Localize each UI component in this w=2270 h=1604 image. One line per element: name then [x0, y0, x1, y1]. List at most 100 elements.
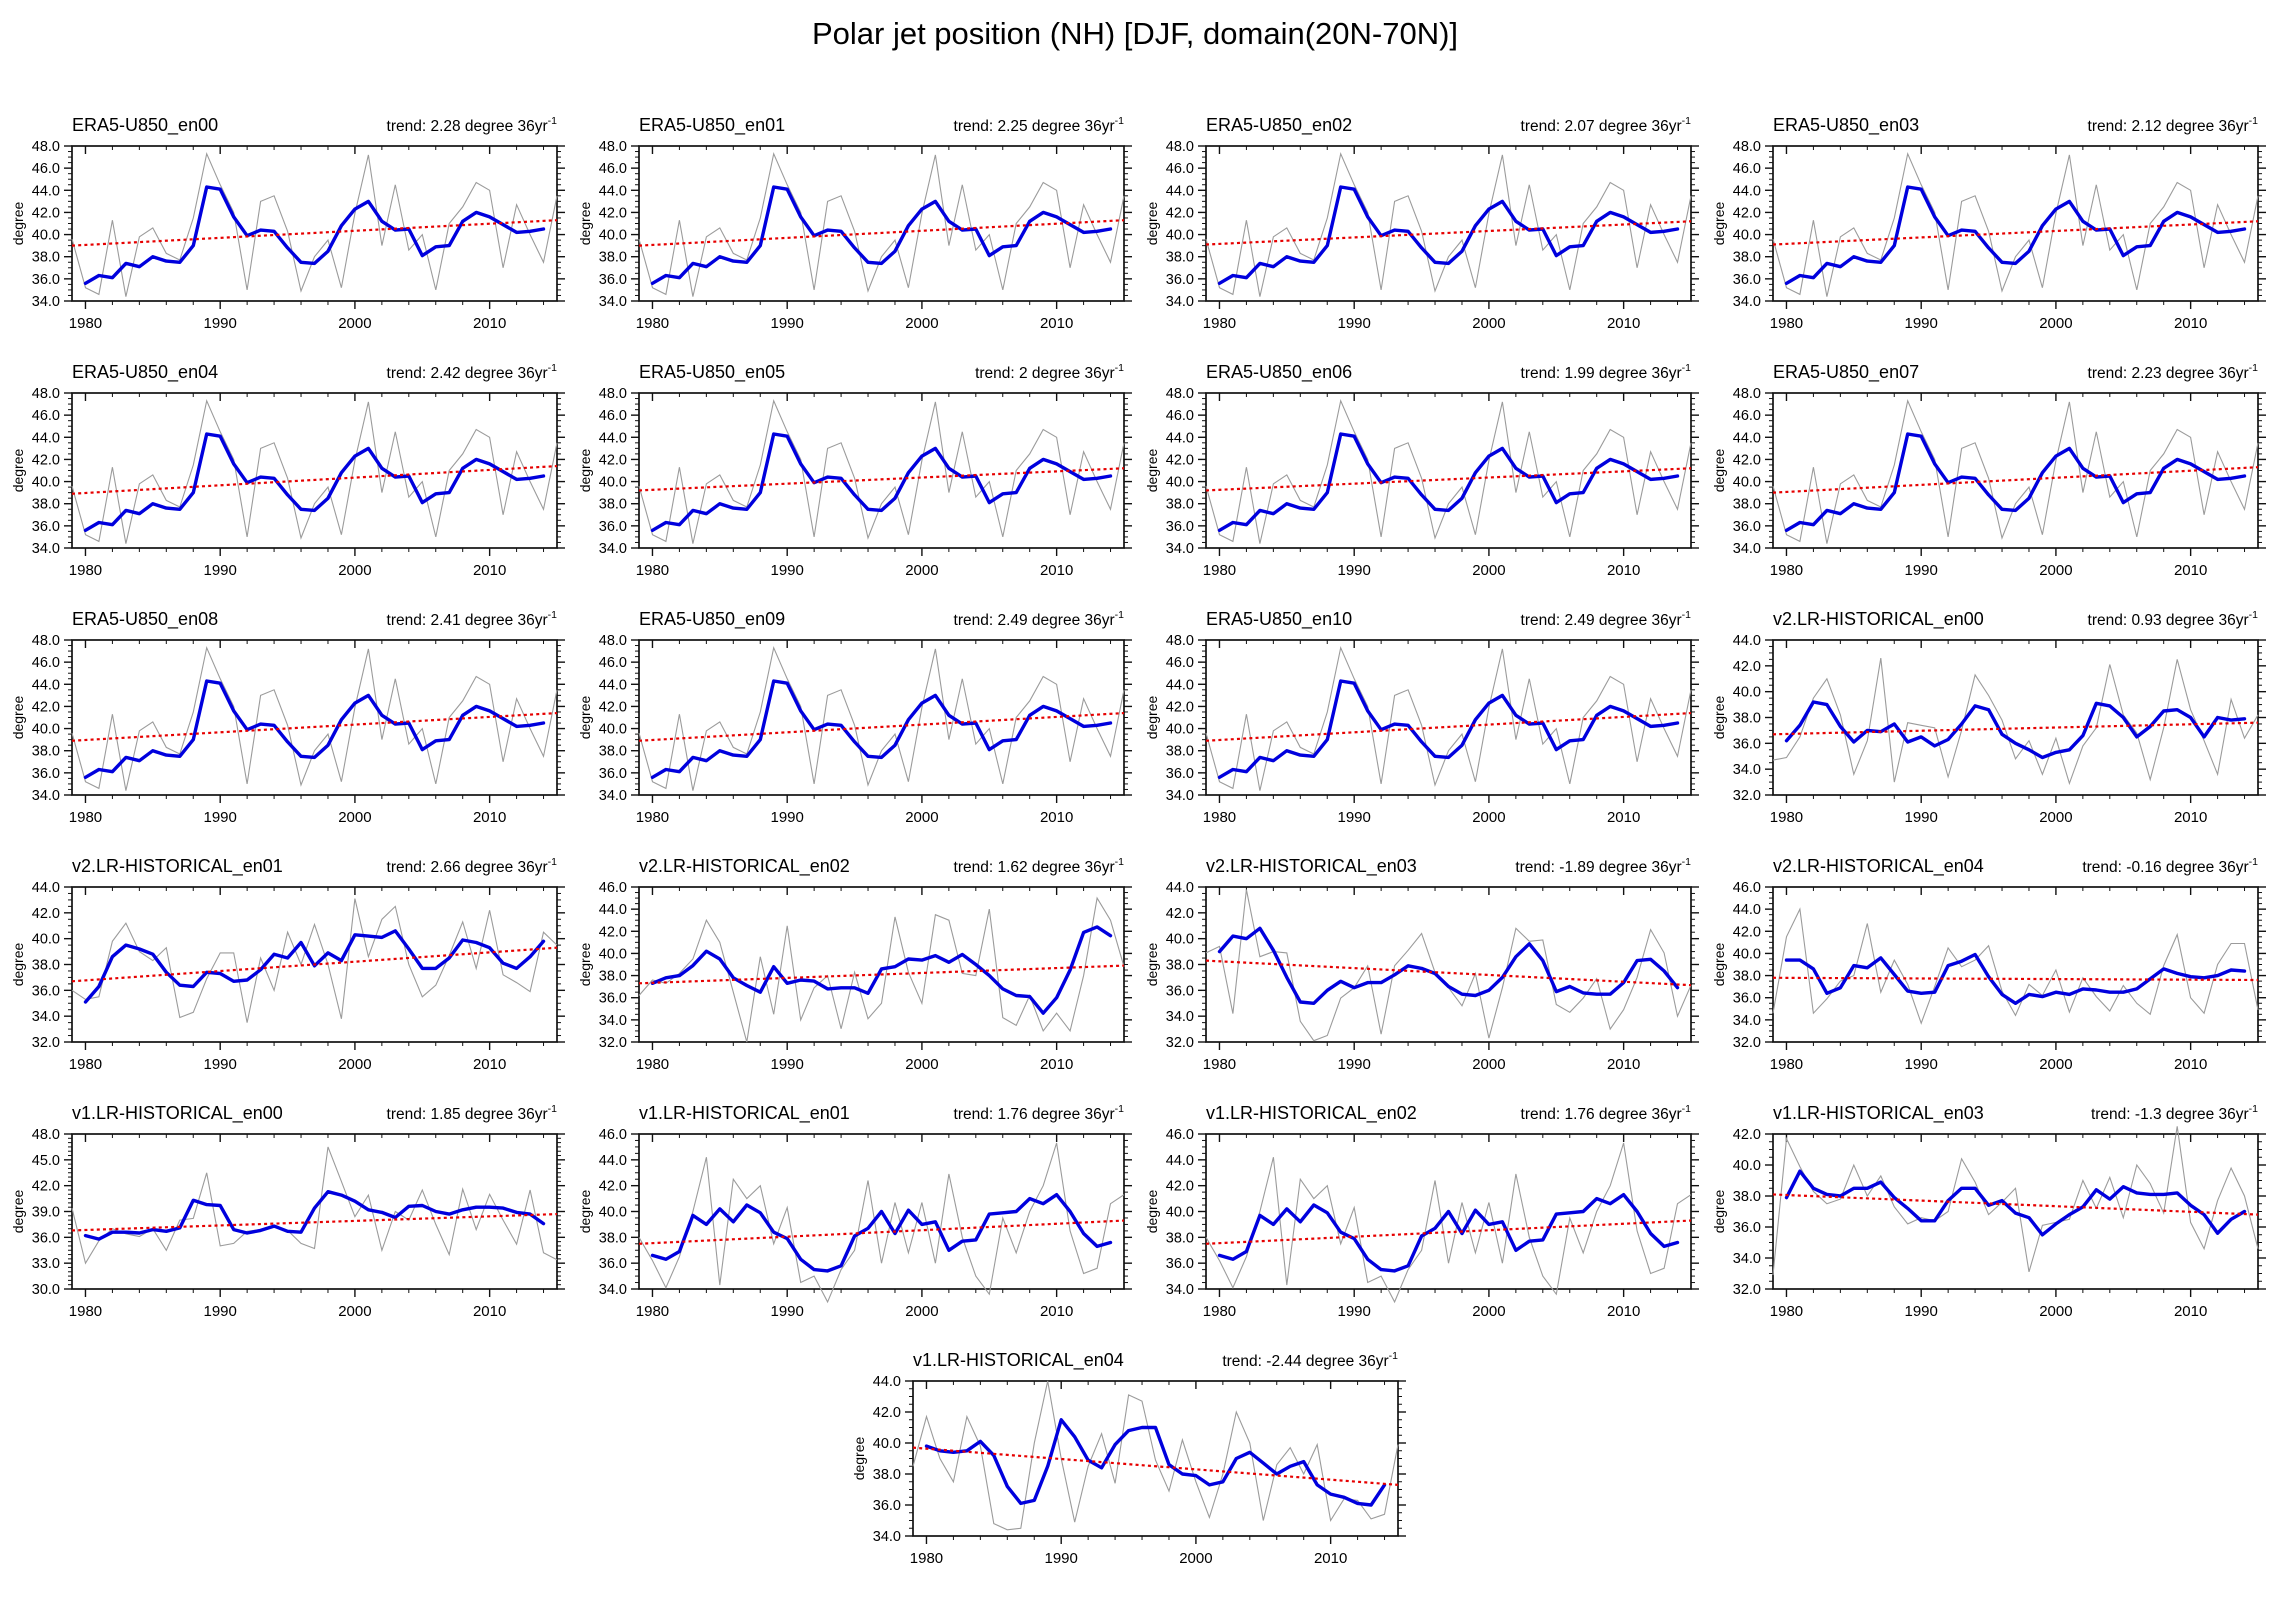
smoothed-series-line [1217, 926, 1680, 1006]
y-tick-label: 48.0 [32, 139, 60, 155]
y-axis-label: degree [1711, 695, 1727, 739]
y-tick-label: 46.0 [1166, 408, 1194, 424]
x-tick-label: 2000 [1472, 809, 1505, 826]
y-tick-label: 34.0 [1166, 788, 1194, 804]
plot-frame [1205, 392, 1692, 549]
y-tick-label: 36.0 [1166, 1256, 1194, 1272]
y-tick-label: 46.0 [1166, 655, 1194, 671]
y-tick-label: 44.0 [599, 677, 627, 693]
panel-trend-label: trend: -1.3 degree 36yr-1 [2091, 1103, 2258, 1123]
chart-panel-v1lr-en00: 30.0 33.0 36.0 39.0 42.0 45.0 48.0 1980 1990 2000… [5, 1088, 572, 1335]
panel-title: ERA5-U850_en09 [639, 609, 785, 630]
plot-frame [638, 1133, 1125, 1290]
y-tick-label: 40.0 [873, 1436, 901, 1452]
chart-panel-era5-en00: 34.0 36.0 38.0 40.0 42.0 44.0 46.0 48.0 1980 1990… [5, 100, 572, 347]
x-tick-label: 2010 [1040, 315, 1073, 332]
y-tick-label: 36.0 [1166, 272, 1194, 288]
y-tick-label: 36.0 [1166, 983, 1194, 999]
panel-svg-v1lr-en04: 34.0 36.0 38.0 40.0 42.0 44.0 1980 1990 2000 2010… [851, 1350, 1406, 1567]
x-tick-label: 1990 [1905, 1303, 1938, 1320]
chart-panel-era5-en04: 34.0 36.0 38.0 40.0 42.0 44.0 46.0 48.0 1980 1990… [5, 347, 572, 594]
chart-panel-v2lr-en04: 32.0 34.0 36.0 38.0 40.0 42.0 44.0 46.0 1980 1990… [1706, 841, 2270, 1088]
panel-svg-era5-en03: 34.0 36.0 38.0 40.0 42.0 44.0 46.0 48.0 1980 1990… [1711, 115, 2266, 332]
chart-panel-era5-en01: 34.0 36.0 38.0 40.0 42.0 44.0 46.0 48.0 1980 1990… [572, 100, 1139, 347]
y-tick-label: 38.0 [1733, 969, 1761, 985]
y-tick-label: 44.0 [1166, 880, 1194, 896]
raw-series-line [71, 898, 558, 1023]
panel-trend-label: trend: 2.42 degree 36yr-1 [387, 362, 558, 382]
x-tick-label: 1990 [1338, 315, 1371, 332]
y-tick-label: 38.0 [1166, 497, 1194, 513]
panel-title: v1.LR-HISTORICAL_en01 [639, 1103, 850, 1124]
y-tick-label: 48.0 [32, 386, 60, 402]
trend-superscript: -1 [2249, 362, 2258, 374]
y-tick-label: 38.0 [1733, 711, 1761, 727]
x-tick-label: 1980 [1203, 562, 1236, 579]
x-tick-label: 1990 [1905, 809, 1938, 826]
y-tick-label: 36.0 [1733, 991, 1761, 1007]
panel-title: v2.LR-HISTORICAL_en02 [639, 856, 850, 877]
y-tick-label: 36.0 [1733, 272, 1761, 288]
y-tick-label: 42.0 [32, 1179, 60, 1195]
y-tick-label: 36.0 [599, 1256, 627, 1272]
y-tick-label: 36.0 [1166, 766, 1194, 782]
raw-series-line [912, 1380, 1399, 1531]
trend-superscript: -1 [1682, 1103, 1691, 1115]
y-tick-label: 36.0 [32, 766, 60, 782]
x-tick-label: 2010 [1607, 809, 1640, 826]
y-axis-label: degree [1144, 1189, 1160, 1233]
y-tick-label: 42.0 [873, 1405, 901, 1421]
y-tick-label: 42.0 [599, 205, 627, 221]
x-tick-label: 2010 [1040, 1303, 1073, 1320]
trend-superscript: -1 [548, 1103, 557, 1115]
y-axis-label: degree [10, 1189, 26, 1233]
x-tick-label: 2000 [338, 809, 371, 826]
x-tick-label: 2000 [2039, 315, 2072, 332]
x-tick-label: 2000 [338, 562, 371, 579]
y-axis-label: degree [10, 942, 26, 986]
x-tick-label: 2000 [2039, 1303, 2072, 1320]
y-tick-label: 40.0 [1733, 1158, 1761, 1174]
y-tick-label: 38.0 [599, 1230, 627, 1246]
raw-series-line [1772, 151, 2259, 297]
plot-frame [1205, 639, 1692, 796]
panel-title: v2.LR-HISTORICAL_en03 [1206, 856, 1417, 877]
y-tick-label: 44.0 [1733, 183, 1761, 199]
trend-line [71, 219, 558, 247]
raw-series-line [1772, 398, 2259, 544]
y-tick-label: 38.0 [1166, 250, 1194, 266]
y-tick-label: 36.0 [1733, 519, 1761, 535]
x-tick-label: 2010 [1040, 1056, 1073, 1073]
y-tick-label: 38.0 [1733, 497, 1761, 513]
raw-series-line [71, 398, 558, 544]
x-tick-label: 1980 [69, 315, 102, 332]
x-tick-label: 1980 [1203, 315, 1236, 332]
y-axis-label: degree [1711, 1189, 1727, 1233]
trend-line [638, 711, 1125, 742]
y-tick-label: 42.0 [32, 906, 60, 922]
x-tick-label: 1980 [69, 562, 102, 579]
trend-superscript: -1 [2249, 856, 2258, 868]
y-tick-label: 44.0 [32, 430, 60, 446]
y-tick-label: 44.0 [1166, 677, 1194, 693]
trend-superscript: -1 [1682, 115, 1691, 127]
y-tick-label: 46.0 [599, 1127, 627, 1143]
panel-title: ERA5-U850_en02 [1206, 115, 1352, 136]
panel-title: ERA5-U850_en04 [72, 362, 218, 383]
y-axis-label: degree [851, 1436, 867, 1480]
panel-svg-era5-en06: 34.0 36.0 38.0 40.0 42.0 44.0 46.0 48.0 1980 1990… [1144, 362, 1699, 579]
x-tick-label: 1980 [1203, 809, 1236, 826]
y-tick-label: 46.0 [1733, 408, 1761, 424]
y-tick-label: 42.0 [32, 452, 60, 468]
y-tick-label: 34.0 [1733, 294, 1761, 310]
y-tick-label: 42.0 [599, 924, 627, 940]
smoothed-series-line [1784, 700, 2247, 760]
panel-trend-label: trend: 2.23 degree 36yr-1 [2088, 362, 2259, 382]
y-tick-label: 42.0 [1166, 699, 1194, 715]
x-tick-label: 2000 [905, 562, 938, 579]
x-tick-label: 1990 [1905, 1056, 1938, 1073]
panel-trend-label: trend: -2.44 degree 36yr-1 [1222, 1350, 1398, 1370]
smoothed-series-line [1784, 1169, 2247, 1237]
y-tick-label: 44.0 [1166, 430, 1194, 446]
y-tick-label: 42.0 [599, 1179, 627, 1195]
